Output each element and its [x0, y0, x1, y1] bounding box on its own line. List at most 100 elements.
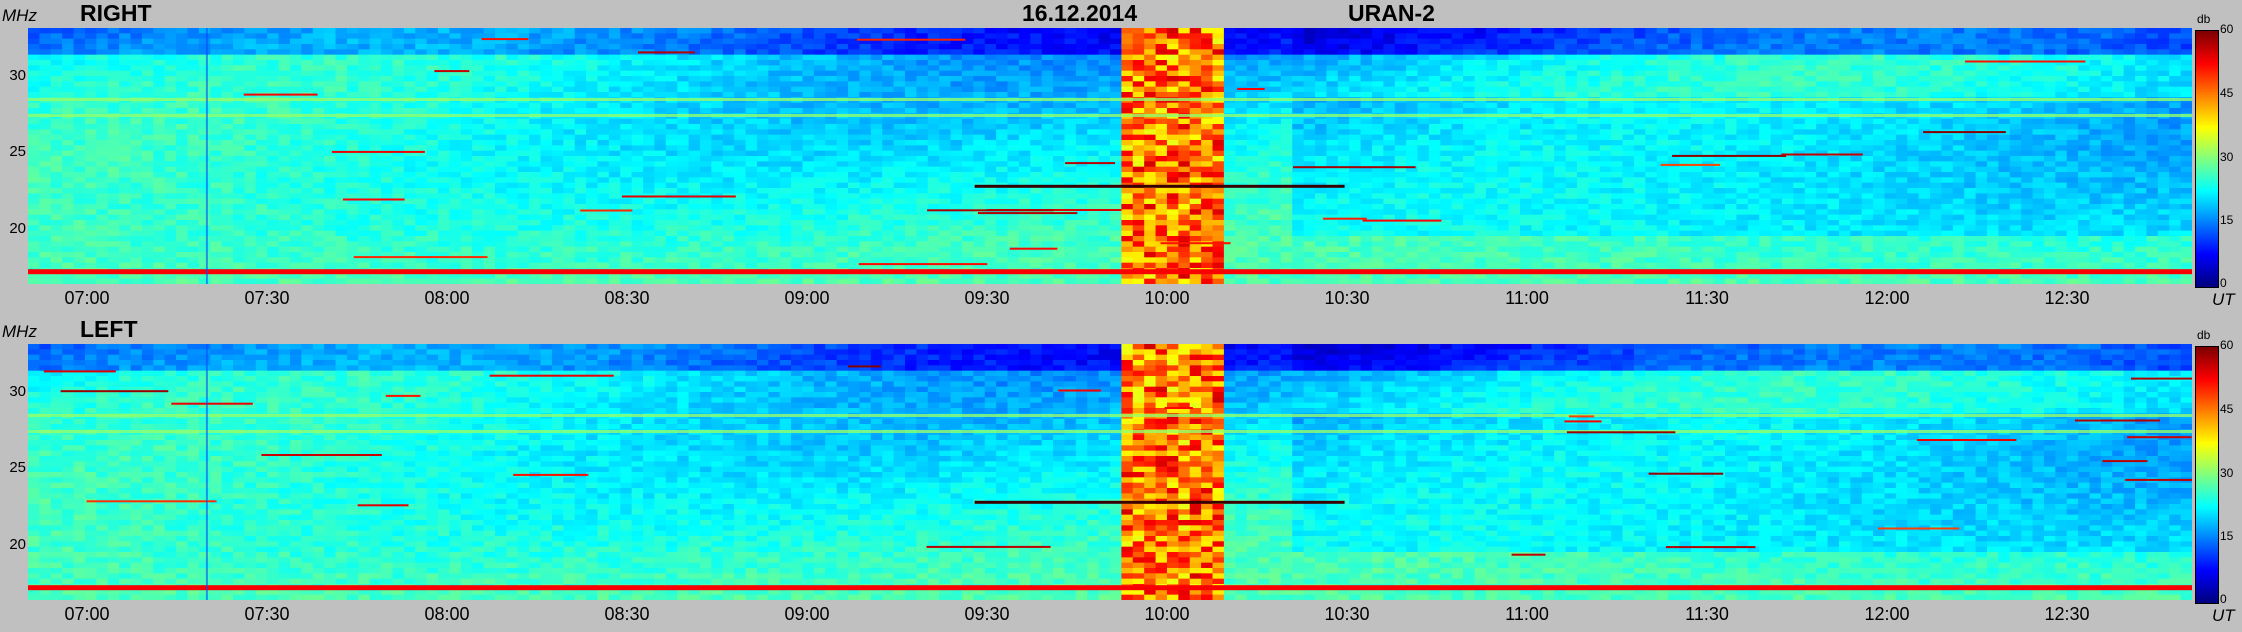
spectrogram-cell [563, 60, 576, 66]
spectrogram-cell [1201, 140, 1214, 146]
spectrogram-cell [403, 76, 416, 82]
spectrogram-cell [506, 150, 519, 157]
spectrogram-cell [483, 44, 496, 50]
spectrogram-cell [381, 44, 394, 50]
spectrogram-cell [1007, 76, 1020, 82]
spectrogram-cell [1383, 134, 1396, 141]
spectrogram-cell [631, 134, 644, 141]
spectrogram-cell [1554, 124, 1567, 130]
spectrogram-cell [96, 118, 109, 125]
spectrogram-cell [540, 150, 553, 157]
spectrogram-cell [654, 60, 667, 66]
spectrogram-cell [882, 33, 895, 40]
spectrogram-cell [1713, 44, 1726, 50]
spectrogram-cell [2078, 81, 2091, 88]
spectrogram-cell [540, 92, 553, 98]
spectrogram-cell [1611, 118, 1624, 125]
spectrogram-cell [2135, 76, 2148, 82]
spectrogram-cell [289, 49, 302, 56]
spectrogram-cell [1542, 38, 1555, 45]
spectrogram-cell [745, 150, 758, 157]
spectrogram-cell [939, 65, 952, 72]
spectrogram-cell [586, 60, 599, 66]
spectrogram-cell [825, 161, 838, 168]
spectrogram-cell [73, 33, 86, 40]
spectrogram-cell [779, 150, 792, 157]
spectrogram-cell [1007, 54, 1020, 61]
spectrogram-cell [426, 145, 439, 152]
spectrogram-cell [130, 76, 143, 82]
spectrogram-cell [1132, 49, 1145, 56]
spectrogram-cell [1770, 150, 1783, 157]
spectrogram-cell [1679, 44, 1692, 50]
spectrogram-cell [346, 86, 359, 93]
spectrogram-cell [73, 49, 86, 56]
spectrogram-cell [2169, 102, 2182, 109]
spectrogram-cell [893, 65, 906, 72]
spectrogram-cell [449, 161, 462, 168]
spectrogram-cell [119, 76, 132, 82]
spectrogram-cell [768, 44, 781, 50]
spectrogram-cell [1064, 156, 1077, 162]
spectrogram-cell [1804, 129, 1817, 136]
spectrogram-cell [1440, 65, 1453, 72]
spectrogram-cell [1121, 150, 1134, 157]
spectrogram-cell [904, 33, 917, 40]
spectrogram-cell [483, 140, 496, 146]
spectrogram-cell [1895, 92, 1908, 98]
spectrogram-cell [278, 166, 291, 173]
spectrogram-cell [654, 33, 667, 40]
spectrogram-cell [1793, 44, 1806, 50]
spectrogram-cell [1053, 86, 1066, 93]
spectrogram-cell [1599, 124, 1612, 130]
spectrogram-cell [438, 102, 451, 109]
spectrogram-cell [1838, 28, 1851, 34]
spectrogram-cell [1713, 118, 1726, 125]
spectrogram-cell [1656, 86, 1669, 93]
spectrogram-cell [233, 33, 245, 40]
spectrogram-cell [96, 150, 109, 157]
spectrogram-cell [1132, 44, 1145, 50]
spectrogram-cell [1850, 86, 1863, 93]
spectrogram-cell [1007, 86, 1020, 93]
spectrogram-cell [586, 118, 599, 125]
spectrogram-cell [221, 166, 234, 173]
spectrogram-cell [563, 150, 576, 157]
spectrogram-cell [699, 65, 712, 72]
spectrogram-cell [1440, 28, 1453, 34]
spectrogram-cell [517, 60, 530, 66]
spectrogram-cell [779, 81, 792, 88]
spectrogram-cell [1406, 65, 1419, 72]
spectrogram-cell [1747, 65, 1760, 72]
spectrogram-cell [939, 86, 952, 93]
spectrogram-cell [494, 161, 507, 168]
spectrogram-cell [415, 118, 428, 125]
spectrogram-cell [688, 150, 701, 157]
spectrogram-cell [62, 65, 75, 72]
spectrogram-cell [346, 65, 359, 72]
spectrogram-cell [608, 44, 621, 50]
spectrogram-cell [2078, 145, 2091, 152]
spectrogram-cell [1986, 33, 1999, 40]
spectrogram-cell [1383, 124, 1396, 130]
spectrogram-cell [210, 140, 223, 146]
spectrogram-cell [1747, 28, 1760, 34]
spectrogram-cell [210, 76, 223, 82]
spectrogram-cell [563, 140, 576, 146]
spectrogram-cell [449, 33, 462, 40]
spectrogram-cell [1622, 102, 1635, 109]
spectrogram-cell [1645, 54, 1658, 61]
spectrogram-cell [1633, 108, 1646, 114]
spectrogram-cell [1930, 54, 1943, 61]
spectrogram-cell [1645, 150, 1658, 157]
spectrogram-cell [255, 156, 268, 162]
spectrogram-cell [1451, 118, 1464, 125]
spectrogram-cell [1827, 118, 1840, 125]
spectrogram-cell [255, 129, 268, 136]
spectrogram-cell [460, 28, 473, 34]
spectrogram-cell [608, 33, 621, 40]
spectrogram-cell [39, 161, 52, 168]
spectrogram-cell [1018, 54, 1031, 61]
spectrogram-cell [1975, 118, 1988, 125]
spectrogram-cell [1360, 54, 1373, 61]
